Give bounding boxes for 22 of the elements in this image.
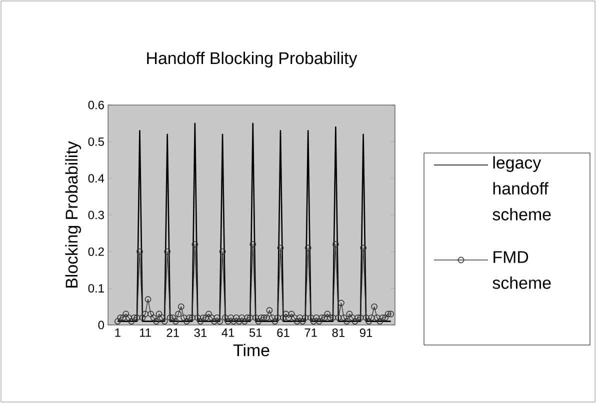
x-tick-label: 71 bbox=[304, 328, 317, 337]
y-tick-label: 0.4 bbox=[88, 174, 104, 183]
chart-title: Handoff Blocking Probability bbox=[147, 52, 358, 68]
x-tick-label: 21 bbox=[166, 328, 179, 337]
y-tick-label: 0.2 bbox=[88, 247, 104, 256]
x-tick-label: 31 bbox=[194, 328, 207, 337]
x-tick-label: 11 bbox=[140, 328, 151, 337]
x-tick-label: 91 bbox=[360, 328, 372, 337]
y-tick-label: 0.5 bbox=[88, 137, 104, 146]
y-tick-label: 0.6 bbox=[88, 100, 104, 110]
y-tick-label: 0.3 bbox=[88, 210, 104, 220]
x-tick-label: 41 bbox=[222, 328, 234, 337]
x-tick-label: 1 bbox=[115, 328, 120, 337]
y-axis-title: Blocking Probability bbox=[65, 141, 82, 288]
x-tick-label: 81 bbox=[332, 328, 344, 337]
legend-label: legacy handoff scheme bbox=[492, 156, 551, 220]
y-tick-label: 0.1 bbox=[88, 284, 104, 293]
legend-label: FMD scheme bbox=[492, 251, 551, 289]
x-tick-label: 61 bbox=[277, 328, 290, 337]
x-tick-label: 51 bbox=[249, 328, 262, 337]
y-tick-label: 0 bbox=[98, 320, 104, 330]
x-axis-title: Time bbox=[233, 344, 270, 356]
